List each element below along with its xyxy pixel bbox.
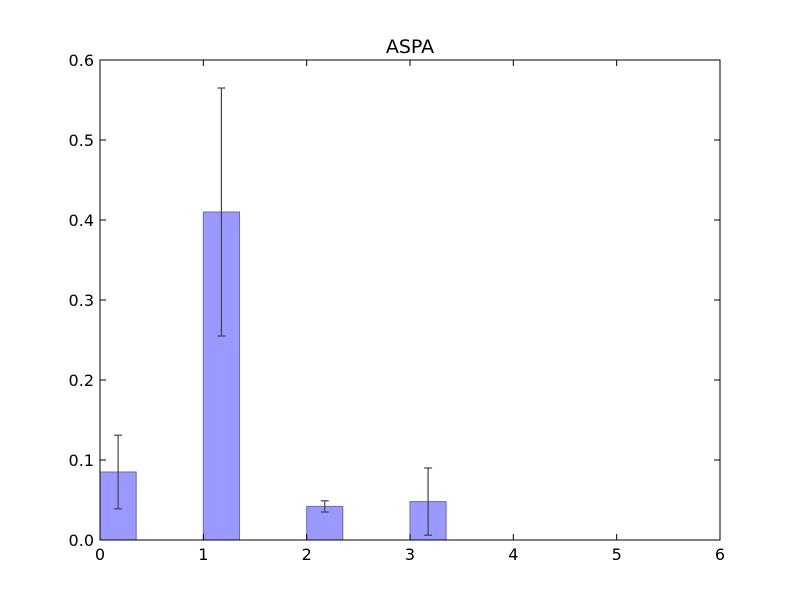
x-axis: 0 1 2 3 4 5 6 — [95, 60, 725, 564]
y-tick-label: 0.2 — [69, 371, 94, 390]
y-tick-label: 0.5 — [69, 131, 94, 150]
plot-frame — [99, 59, 721, 541]
y-tick-label: 0.3 — [69, 291, 94, 310]
x-tick-label: 0 — [95, 545, 105, 564]
x-tick-label: 3 — [405, 545, 415, 564]
x-tick-label: 2 — [302, 545, 312, 564]
bars-group — [99, 211, 447, 541]
error-bars-group — [114, 87, 433, 536]
y-tick-label: 0.0 — [69, 531, 94, 550]
y-tick-label: 0.4 — [69, 211, 94, 230]
y-tick-label: 0.1 — [69, 451, 94, 470]
error-bar — [114, 434, 123, 510]
x-tick-label: 5 — [612, 545, 622, 564]
y-tick-label: 0.6 — [69, 51, 94, 70]
x-tick-label: 1 — [198, 545, 208, 564]
error-bar — [217, 87, 226, 337]
y-axis: 0.0 0.1 0.2 0.3 0.4 0.5 0.6 — [69, 51, 720, 550]
x-tick-label: 4 — [508, 545, 518, 564]
x-tick-label: 6 — [715, 545, 725, 564]
error-bar — [424, 467, 433, 536]
chart-title: ASPA — [386, 36, 434, 58]
error-bar — [320, 500, 329, 513]
